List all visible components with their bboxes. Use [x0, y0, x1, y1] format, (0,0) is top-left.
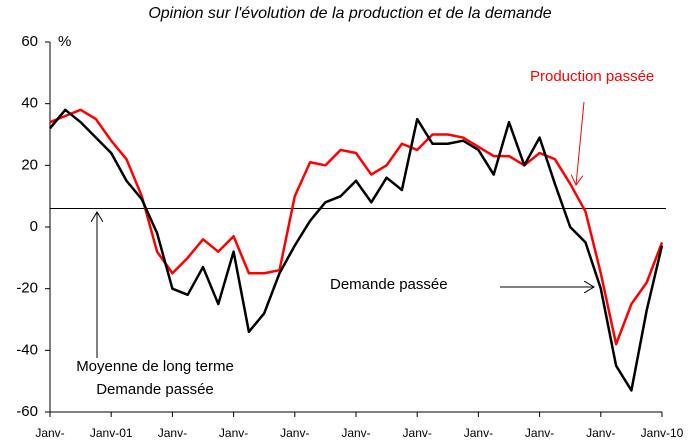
x-tick-label: Janv- — [219, 426, 248, 440]
y-tick-label: 0 — [30, 218, 38, 235]
x-tick-label: Janv- — [403, 426, 432, 440]
x-tick-label: Janv- — [341, 426, 370, 440]
y-tick-label: 20 — [21, 156, 38, 173]
chart-title: Opinion sur l'évolution de la production… — [148, 5, 551, 22]
x-tick-label: Janv- — [280, 426, 309, 440]
y-tick-label: -60 — [16, 403, 38, 420]
y-axis-label: % — [58, 33, 71, 50]
series-line — [49, 108, 664, 346]
x-tick-label: Janv- — [158, 426, 187, 440]
y-tick-label: -40 — [16, 341, 38, 358]
annotation: Demande passée — [96, 381, 214, 398]
x-tick-label: Janv- — [525, 426, 554, 440]
y-tick-label: -20 — [16, 280, 38, 297]
x-tick-label: Janv-01 — [90, 426, 133, 440]
x-tick-label: Janv- — [586, 426, 615, 440]
x-tick-label: Janv- — [464, 426, 493, 440]
y-tick-label: 60 — [21, 33, 38, 50]
x-tick-label: Janv-10 — [641, 426, 684, 440]
series-line — [49, 108, 664, 392]
y-tick-label: 40 — [21, 95, 38, 112]
arrow — [576, 101, 585, 185]
annotation: Moyenne de long terme — [76, 358, 234, 375]
series-label: Demande passée — [330, 276, 448, 293]
series-label: Production passée — [530, 68, 654, 85]
x-tick-label: Janv- — [35, 426, 64, 440]
